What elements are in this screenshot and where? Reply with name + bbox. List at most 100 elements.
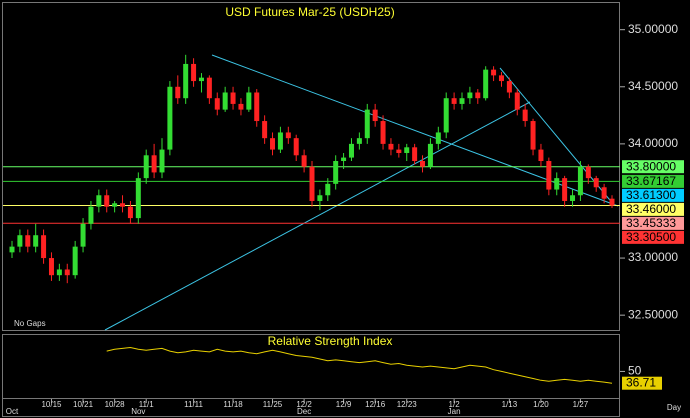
y-tick-label: 32.50000: [628, 307, 678, 321]
candle-body: [127, 206, 133, 219]
candle-body: [167, 86, 173, 150]
candle-body: [396, 149, 402, 154]
level-box: [622, 216, 684, 230]
candle-body: [112, 203, 118, 207]
candle-body: [104, 195, 110, 207]
candle-body: [514, 92, 520, 110]
candle-body: [293, 138, 299, 156]
x-tick-label: 1/13: [502, 400, 518, 409]
level-box: [622, 202, 684, 216]
x-tick-label: 11/25: [263, 400, 283, 409]
x-tick-label: 12/2: [296, 400, 312, 409]
candle-body: [522, 109, 528, 122]
candle-body: [143, 155, 149, 179]
candle-body: [270, 138, 276, 150]
candle-body: [222, 92, 228, 110]
candle-body: [72, 246, 78, 276]
candle-body: [159, 149, 165, 173]
candle-body: [309, 166, 315, 201]
y-tick-label: 33.00000: [628, 250, 678, 264]
y-tick-label: 35.00000: [628, 22, 678, 36]
candle-body: [317, 195, 323, 201]
x-tick-label: 12/16: [365, 400, 386, 409]
y-tick-label: 34.00000: [628, 136, 678, 150]
candle-body: [64, 269, 70, 276]
candle-body: [262, 121, 268, 139]
candle-body: [372, 109, 378, 122]
candle-body: [56, 269, 62, 276]
x-axis-panel: [2, 398, 620, 417]
x-tick-label: 10/28: [105, 400, 126, 409]
candle-body: [348, 143, 354, 158]
candle-body: [183, 63, 189, 99]
candle-body: [198, 77, 204, 82]
x-tick-label: 11/1: [139, 400, 155, 409]
candle-body: [285, 132, 291, 139]
rsi-line: [106, 346, 613, 384]
level-box: [622, 188, 684, 202]
rsi-title: Relative Strength Index: [268, 334, 393, 348]
level-label: 33.80000: [626, 159, 676, 173]
rsi-value-box: [622, 376, 662, 390]
candle-body: [467, 92, 473, 99]
month-label: Oct: [6, 407, 19, 416]
candle-body: [562, 178, 568, 201]
x-unit: Day: [667, 403, 681, 412]
candle-body: [554, 178, 560, 190]
candle-body: [96, 195, 102, 207]
candle-body: [88, 206, 94, 224]
candle-body: [404, 147, 410, 154]
candle-body: [333, 161, 339, 184]
candle-body: [538, 149, 544, 162]
candle-body: [191, 63, 197, 82]
candle-body: [412, 147, 418, 162]
x-tick-label: 11/11: [184, 400, 203, 409]
candle-body: [601, 187, 607, 199]
candle-body: [498, 75, 504, 82]
candle-body: [135, 178, 141, 219]
candle-body: [33, 235, 39, 247]
x-tick-label: 1/2: [449, 400, 461, 409]
candle-body: [80, 223, 86, 247]
candle-body: [325, 183, 331, 196]
level-box: [622, 174, 684, 188]
level-label: 33.46000: [626, 202, 676, 216]
candle-body: [9, 246, 15, 253]
candle-body: [609, 198, 615, 206]
candle-body: [546, 161, 552, 190]
candle-body: [356, 138, 362, 144]
x-tick-label: 12/23: [397, 400, 418, 409]
candle-body: [475, 92, 481, 99]
candle-body: [577, 166, 583, 196]
x-tick-label: 11/18: [223, 400, 243, 409]
x-tick-label: 12/9: [336, 400, 352, 409]
month-label: Jan: [448, 407, 461, 416]
candle-body: [593, 178, 599, 188]
y-tick-label: 34.50000: [628, 79, 678, 93]
candle-body: [388, 143, 394, 150]
level-label: 33.45333: [626, 216, 676, 230]
note: No Gaps: [14, 319, 46, 328]
candle-body: [206, 77, 212, 99]
candle-body: [443, 98, 449, 133]
rsi-tick-label: 50: [628, 364, 642, 378]
level-box: [622, 160, 684, 174]
candle-body: [364, 109, 370, 139]
level-label: 33.30500: [626, 230, 676, 244]
candle-body: [341, 157, 347, 162]
candle-body: [435, 132, 441, 144]
month-label: Dec: [297, 407, 311, 416]
candle-body: [48, 258, 54, 276]
candle-body: [301, 155, 307, 167]
candle-body: [506, 81, 512, 93]
candle-body: [230, 92, 236, 104]
x-tick-label: 1/27: [573, 400, 589, 409]
candle-body: [17, 235, 23, 247]
candle-body: [570, 195, 576, 201]
candle-body: [277, 132, 283, 150]
level-label: 33.61300: [626, 188, 676, 202]
candle-body: [25, 235, 31, 247]
x-tick-label: 10/15: [41, 400, 62, 409]
